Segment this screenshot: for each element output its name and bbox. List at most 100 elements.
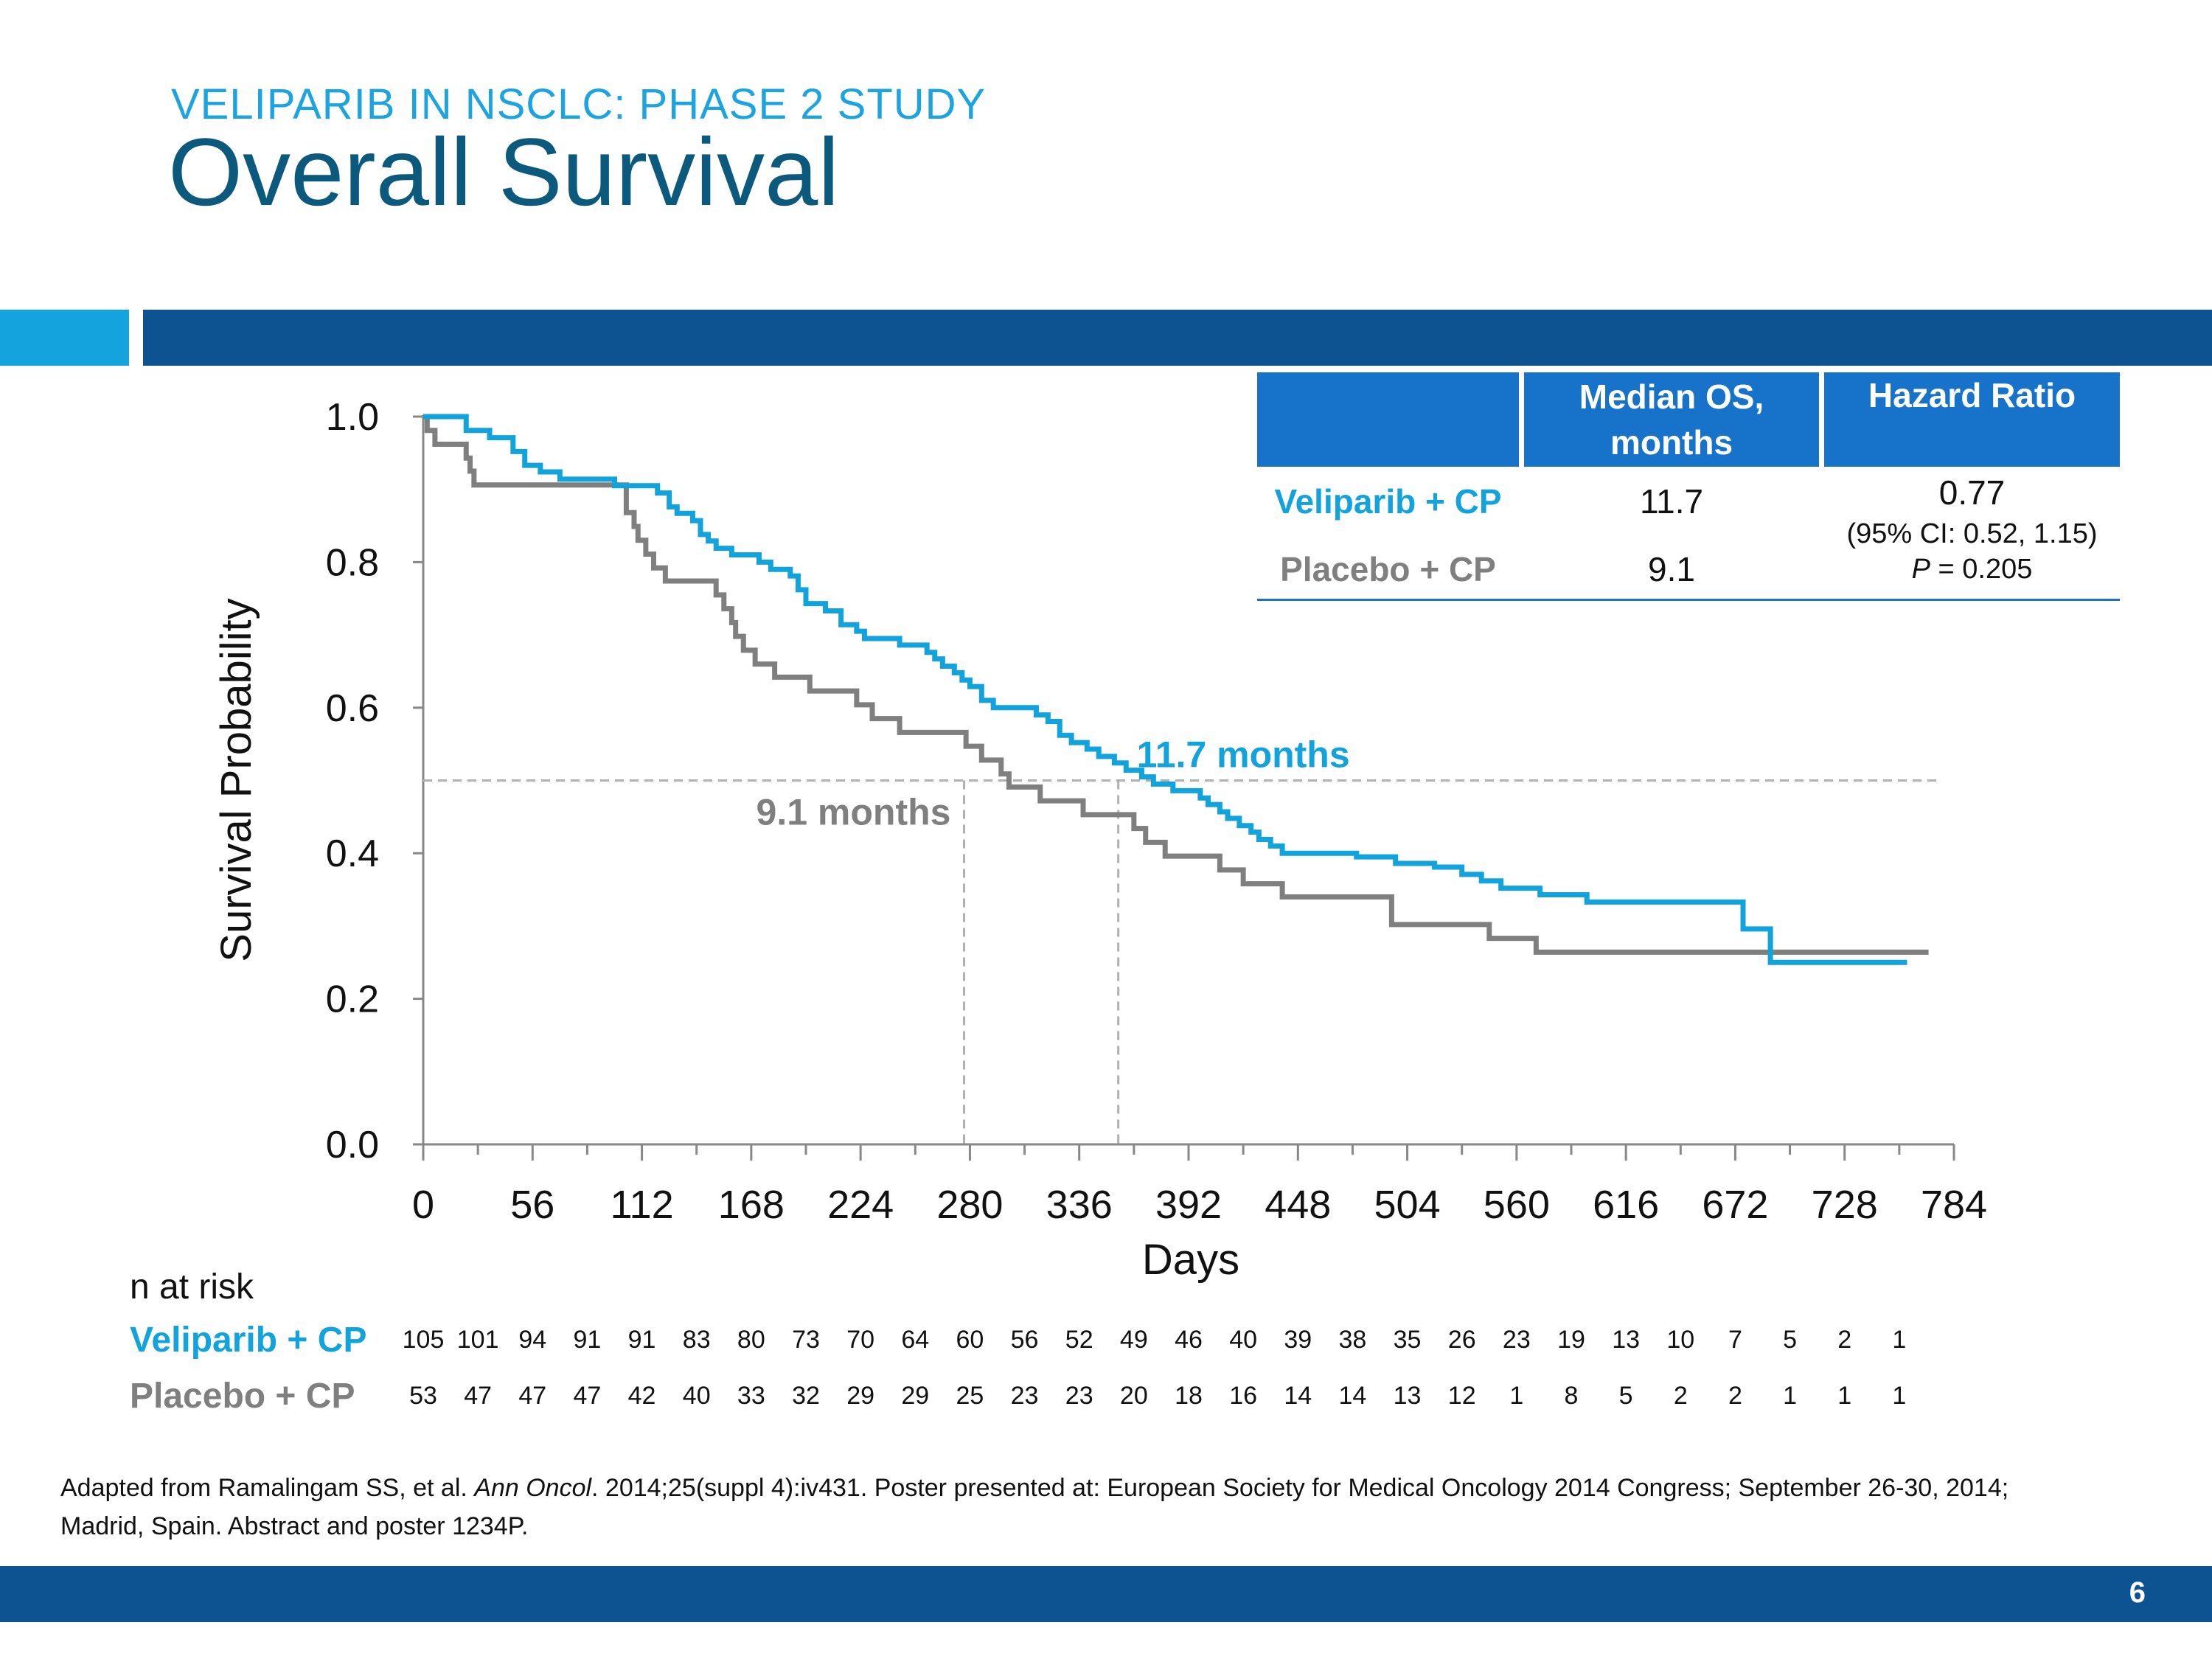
risk-value: 47 xyxy=(573,1382,602,1410)
risk-value: 29 xyxy=(901,1382,930,1410)
table-row-placebo-median: 9.1 xyxy=(1648,550,1695,588)
y-axis-label: Survival Probability xyxy=(212,598,260,961)
risk-value: 105 xyxy=(402,1326,445,1354)
risk-value: 47 xyxy=(464,1382,493,1410)
risk-value: 39 xyxy=(1284,1326,1312,1354)
y-tick-label: 0.8 xyxy=(326,541,379,584)
x-tick-label: 280 xyxy=(936,1183,1003,1227)
risk-value: 42 xyxy=(627,1382,656,1410)
x-tick-label: 392 xyxy=(1155,1183,1222,1227)
risk-value: 12 xyxy=(1447,1382,1476,1410)
x-tick-label: 616 xyxy=(1593,1183,1659,1227)
risk-value: 23 xyxy=(1502,1326,1531,1354)
risk-value: 1 xyxy=(1837,1382,1852,1410)
y-tick-label: 0.2 xyxy=(326,978,379,1021)
risk-value: 1 xyxy=(1783,1382,1798,1410)
table-row-veliparib-label: Veliparib + CP xyxy=(1274,482,1502,521)
x-tick-label: 168 xyxy=(718,1183,785,1227)
risk-table-title: n at risk xyxy=(130,1267,254,1307)
risk-value: 2 xyxy=(1728,1382,1742,1410)
x-tick-label: 0 xyxy=(412,1183,434,1227)
risk-value: 23 xyxy=(1065,1382,1093,1410)
table-header-blank xyxy=(1257,372,1519,467)
hazard-ratio-ci: (95% CI: 0.52, 1.15) xyxy=(1846,518,2098,549)
x-tick-label: 504 xyxy=(1374,1183,1441,1227)
risk-value: 38 xyxy=(1338,1326,1367,1354)
risk-value: 80 xyxy=(737,1326,765,1354)
y-tick-label: 0.0 xyxy=(326,1124,379,1166)
risk-value: 25 xyxy=(956,1382,984,1410)
x-tick-label: 672 xyxy=(1702,1183,1768,1227)
risk-value: 5 xyxy=(1618,1382,1633,1410)
risk-value: 14 xyxy=(1338,1382,1367,1410)
annotation-placebo-median: 9.1 months xyxy=(757,792,951,833)
risk-row-label-veliparib: Veliparib + CP xyxy=(130,1321,367,1360)
risk-value: 19 xyxy=(1557,1326,1585,1354)
citation-text-rest: . 2014;25(suppl 4):iv431. Poster present… xyxy=(60,1474,2009,1540)
risk-value: 91 xyxy=(573,1326,602,1354)
citation: Adapted from Ramalingam SS, et al. Ann O… xyxy=(60,1469,2051,1545)
risk-value: 94 xyxy=(518,1326,547,1354)
risk-value: 13 xyxy=(1393,1382,1422,1410)
risk-value: 52 xyxy=(1065,1326,1093,1354)
risk-value: 1 xyxy=(1509,1382,1524,1410)
hazard-ratio-value: 0.77 xyxy=(1938,473,2006,512)
x-tick-label: 112 xyxy=(611,1183,674,1227)
slide-title: Overall Survival xyxy=(168,118,840,226)
citation-text: Adapted from Ramalingam SS, et al. xyxy=(60,1474,475,1502)
y-tick-label: 0.6 xyxy=(326,687,379,730)
risk-value: 5 xyxy=(1783,1326,1798,1354)
x-tick-label: 56 xyxy=(510,1183,554,1227)
risk-value: 1 xyxy=(1892,1326,1907,1354)
x-tick-label: 336 xyxy=(1046,1183,1113,1227)
citation-journal: Ann Oncol xyxy=(474,1474,592,1502)
risk-value: 53 xyxy=(409,1382,437,1410)
y-tick-label: 0.4 xyxy=(326,832,379,875)
risk-value: 2 xyxy=(1673,1382,1688,1410)
header-bar xyxy=(143,310,2212,366)
km-curve-veliparib xyxy=(423,414,1907,965)
risk-value: 26 xyxy=(1447,1326,1476,1354)
footer-bar xyxy=(0,1566,2212,1622)
risk-value: 91 xyxy=(627,1326,656,1354)
x-axis-label: Days xyxy=(1142,1236,1239,1284)
risk-value: 101 xyxy=(456,1326,499,1354)
risk-value: 40 xyxy=(682,1382,711,1410)
risk-value: 70 xyxy=(846,1326,875,1354)
risk-value: 32 xyxy=(792,1382,820,1410)
table-header-median-os: Median OS, months xyxy=(1524,372,1819,467)
risk-value: 35 xyxy=(1393,1326,1422,1354)
header-accent-bar xyxy=(0,310,129,366)
risk-value: 13 xyxy=(1612,1326,1641,1354)
p-label: P xyxy=(1911,554,1930,585)
risk-value: 73 xyxy=(792,1326,820,1354)
table-row-placebo-label: Placebo + CP xyxy=(1280,550,1496,588)
risk-value: 8 xyxy=(1564,1382,1579,1410)
table-bottom-rule xyxy=(1257,599,2120,601)
page-number: 6 xyxy=(2129,1576,2146,1609)
hazard-ratio-p-value: P = 0.205 xyxy=(1824,554,2120,585)
risk-value: 1 xyxy=(1892,1382,1907,1410)
risk-value: 10 xyxy=(1666,1326,1695,1354)
risk-value: 14 xyxy=(1284,1382,1312,1410)
p-value: = 0.205 xyxy=(1930,554,2033,585)
x-tick-label: 728 xyxy=(1812,1183,1878,1227)
risk-value: 2 xyxy=(1837,1326,1852,1354)
x-tick-label: 448 xyxy=(1265,1183,1331,1227)
x-tick-label: 560 xyxy=(1484,1183,1550,1227)
risk-value: 7 xyxy=(1728,1326,1742,1354)
y-tick-label: 1.0 xyxy=(326,396,379,439)
annotation-veliparib-median: 11.7 months xyxy=(1137,734,1350,776)
risk-value: 56 xyxy=(1010,1326,1039,1354)
table-row-veliparib-median: 11.7 xyxy=(1639,482,1704,521)
risk-value: 18 xyxy=(1175,1382,1203,1410)
risk-row-label-placebo: Placebo + CP xyxy=(130,1377,355,1416)
risk-value: 20 xyxy=(1119,1382,1148,1410)
risk-value: 46 xyxy=(1175,1326,1203,1354)
slide-subtitle: VELIPARIB IN NSCLC: PHASE 2 STUDY xyxy=(171,80,987,128)
risk-value: 40 xyxy=(1229,1326,1258,1354)
risk-value: 23 xyxy=(1010,1382,1039,1410)
risk-value: 47 xyxy=(518,1382,547,1410)
risk-value: 49 xyxy=(1119,1326,1148,1354)
table-header-hazard-ratio: Hazard Ratio xyxy=(1824,372,2120,467)
